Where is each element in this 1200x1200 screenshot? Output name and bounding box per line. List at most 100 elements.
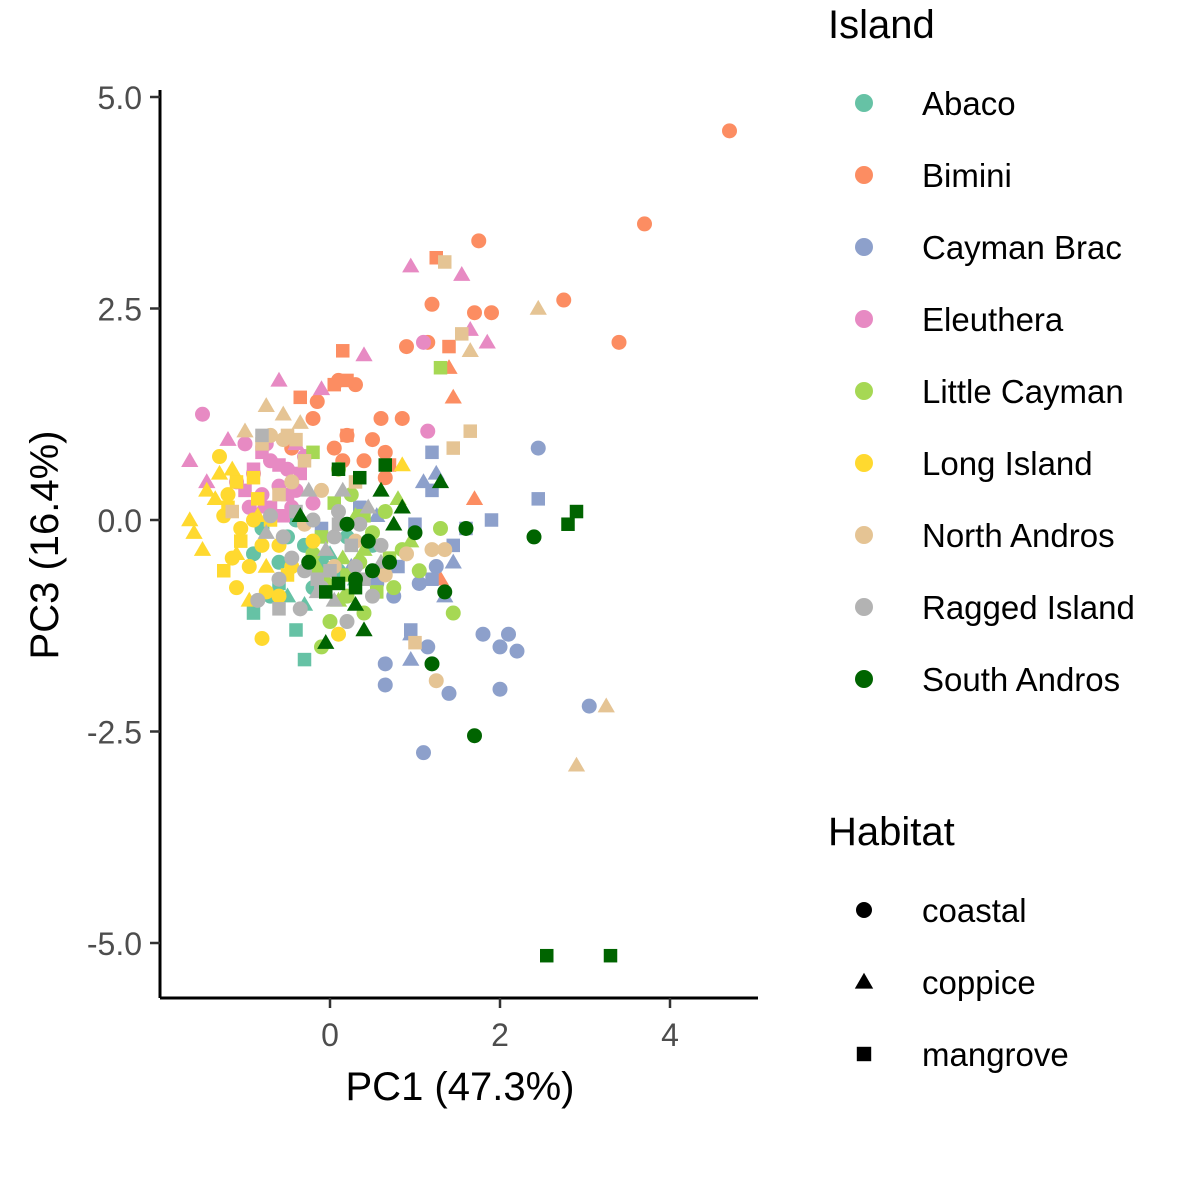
point-bimini-circle	[611, 334, 627, 350]
point-north-andros-triangle	[567, 756, 586, 772]
point-south-andros-circle	[301, 554, 317, 570]
x-tick-label: 2	[491, 1017, 509, 1053]
point-cayman-brac-circle	[420, 639, 436, 655]
legend-label-north-andros: North Andros	[922, 517, 1115, 554]
point-north-andros-circle	[428, 673, 444, 689]
point-long-island-circle	[233, 520, 249, 536]
point-eleuthera-triangle	[219, 431, 237, 446]
y-tick-label: 2.5	[98, 292, 142, 328]
point-ragged-island-triangle	[359, 498, 377, 514]
point-cayman-brac-square	[425, 445, 439, 460]
point-long-island-circle	[212, 449, 227, 465]
point-bimini-square	[327, 377, 341, 392]
point-eleuthera-circle	[420, 423, 436, 439]
point-bimini-circle	[309, 394, 325, 410]
legend-habitat: Habitat coastal coppice mangrove	[828, 810, 1069, 1073]
point-ragged-island-circle	[339, 614, 355, 630]
point-north-andros-triangle	[274, 405, 292, 421]
point-long-island-square	[217, 564, 231, 578]
point-bimini-circle	[424, 296, 440, 312]
point-little-cayman-circle	[411, 563, 427, 579]
point-south-andros-triangle	[385, 515, 403, 531]
point-bimini-square	[340, 428, 354, 443]
y-tick-label: 0.0	[98, 503, 142, 539]
y-tick-label: -2.5	[87, 715, 142, 751]
point-south-andros-square	[540, 948, 554, 963]
legend-key-long-island	[855, 454, 873, 472]
legend-key-coppice	[854, 972, 874, 989]
point-abaco-circle	[271, 554, 287, 570]
point-south-andros-circle	[407, 525, 423, 541]
point-ragged-island-circle	[263, 508, 278, 524]
point-ragged-island-circle	[365, 588, 380, 604]
point-abaco-square	[289, 623, 303, 637]
point-cayman-brac-square	[404, 623, 418, 637]
legend-key-eleuthera	[855, 310, 873, 328]
point-south-andros-square	[353, 470, 367, 485]
y-axis-ticks: 5.0 2.5 0.0 -2.5 -5.0	[87, 80, 160, 962]
point-north-andros-circle	[377, 567, 393, 583]
point-bimini-circle	[484, 305, 499, 321]
legend-label-south-andros: South Andros	[922, 661, 1120, 698]
point-bimini-triangle	[465, 490, 484, 506]
point-long-island-circle	[271, 588, 287, 604]
point-ragged-island-circle	[331, 504, 346, 520]
point-cayman-brac-circle	[377, 677, 393, 693]
point-south-andros-square	[331, 462, 346, 476]
point-north-andros-triangle	[529, 299, 547, 315]
point-south-andros-triangle	[372, 481, 390, 497]
point-ragged-island-triangle	[300, 481, 318, 497]
point-cayman-brac-circle	[411, 575, 427, 591]
point-bimini-circle	[356, 453, 372, 469]
x-tick-label: 0	[321, 1017, 339, 1053]
y-tick-label: -5.0	[87, 926, 142, 962]
point-ragged-island-square	[272, 602, 286, 616]
point-bimini-circle	[471, 233, 487, 249]
y-axis-title: PC3 (16.4%)	[23, 431, 67, 660]
point-ragged-island-square	[344, 538, 358, 553]
legend-label-cayman-brac: Cayman Brac	[922, 229, 1122, 266]
point-bimini-square	[293, 390, 307, 405]
x-axis-ticks: 0 2 4	[321, 998, 679, 1053]
point-cayman-brac-circle	[509, 643, 525, 659]
point-bimini-square	[336, 344, 350, 358]
point-little-cayman-circle	[386, 580, 402, 596]
point-south-andros-triangle	[355, 621, 373, 637]
legend-island-title: Island	[828, 3, 935, 47]
point-bimini-circle	[637, 216, 652, 232]
point-south-andros-square	[561, 517, 575, 531]
point-south-andros-triangle	[431, 473, 450, 489]
point-north-andros-square	[297, 454, 312, 468]
point-ragged-island-circle	[305, 512, 321, 528]
point-north-andros-square	[225, 504, 239, 519]
point-south-andros-triangle	[317, 634, 335, 649]
point-eleuthera-triangle	[198, 473, 216, 489]
point-eleuthera-circle	[305, 495, 321, 511]
point-cayman-brac-circle	[428, 559, 444, 575]
point-long-island-triangle	[210, 464, 229, 480]
point-long-island-circle	[305, 533, 321, 549]
legend-key-south-andros	[855, 670, 873, 688]
point-north-andros-triangle	[291, 414, 309, 429]
point-little-cayman-triangle	[402, 532, 420, 548]
point-long-island-triangle	[393, 456, 411, 472]
point-cayman-brac-square	[425, 572, 439, 586]
legend-key-north-andros	[855, 526, 873, 544]
point-south-andros-circle	[365, 563, 380, 579]
point-south-andros-circle	[339, 516, 355, 532]
point-bimini-circle	[467, 305, 482, 321]
point-bimini-circle	[365, 432, 380, 448]
point-cayman-brac-circle	[581, 698, 597, 714]
legend-label-coppice: coppice	[922, 964, 1036, 1001]
point-south-andros-square	[603, 948, 618, 963]
point-eleuthera-circle	[195, 406, 210, 422]
point-long-island-square	[251, 492, 265, 506]
point-ragged-island-square	[255, 428, 269, 443]
point-north-andros-triangle	[597, 697, 615, 713]
point-south-andros-triangle	[393, 498, 411, 514]
legend-key-ragged-island	[855, 598, 873, 616]
point-cayman-brac-circle	[492, 639, 508, 655]
point-long-island-triangle	[257, 557, 275, 573]
point-south-andros-triangle	[291, 507, 309, 522]
